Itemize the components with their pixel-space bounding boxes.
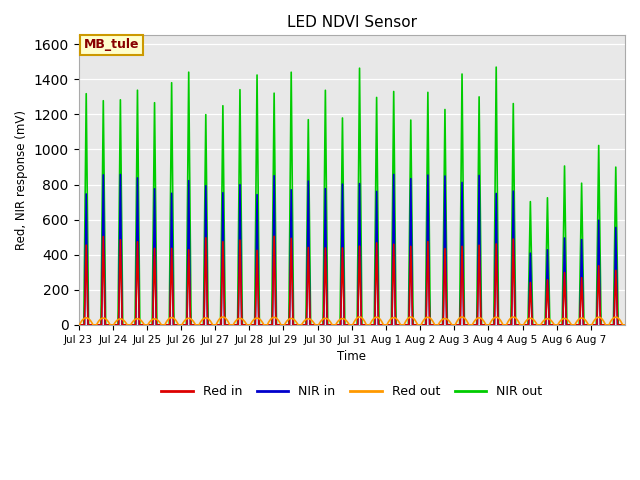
Legend: Red in, NIR in, Red out, NIR out: Red in, NIR in, Red out, NIR out <box>156 380 547 403</box>
Title: LED NDVI Sensor: LED NDVI Sensor <box>287 15 417 30</box>
X-axis label: Time: Time <box>337 350 366 363</box>
Text: MB_tule: MB_tule <box>84 38 140 51</box>
Y-axis label: Red, NIR response (mV): Red, NIR response (mV) <box>15 110 28 250</box>
